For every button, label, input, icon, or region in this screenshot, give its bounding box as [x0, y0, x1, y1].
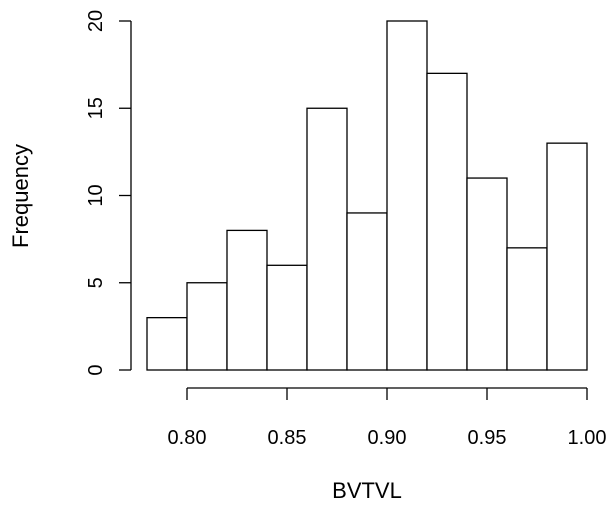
y-tick-label: 10 — [85, 184, 107, 206]
x-axis: 0.80 0.85 0.90 0.95 1.00 — [168, 387, 607, 449]
histogram-bar — [466, 177, 508, 371]
histogram-bar — [426, 72, 468, 371]
y-ticks: 0 5 10 15 20 — [85, 10, 131, 376]
histogram-bar — [146, 316, 188, 371]
histogram-bar — [546, 142, 588, 371]
x-tick-label: 0.95 — [468, 427, 507, 449]
y-tick-label: 0 — [85, 364, 107, 375]
x-tick-label: 0.85 — [268, 427, 307, 449]
y-tick-label: 15 — [85, 97, 107, 119]
histogram-bar — [506, 247, 548, 371]
histogram-bar — [346, 212, 388, 371]
x-tick-label: 1.00 — [568, 427, 607, 449]
y-tick-label: 5 — [85, 277, 107, 288]
y-tick-label: 20 — [85, 10, 107, 32]
x-tick-label: 0.80 — [168, 427, 207, 449]
bars-group — [146, 20, 588, 371]
y-axis-label: Frequency — [8, 144, 33, 248]
x-ticks: 0.80 0.85 0.90 0.95 1.00 — [168, 388, 607, 449]
histogram-bar — [186, 282, 228, 371]
histogram-bar — [226, 229, 268, 371]
x-tick-label: 0.90 — [368, 427, 407, 449]
x-axis-label: BVTVL — [332, 478, 402, 503]
y-axis: 0 5 10 15 20 — [85, 10, 132, 376]
histogram-bar — [386, 20, 428, 371]
histogram-bar — [266, 264, 308, 371]
histogram-bar — [306, 107, 348, 371]
